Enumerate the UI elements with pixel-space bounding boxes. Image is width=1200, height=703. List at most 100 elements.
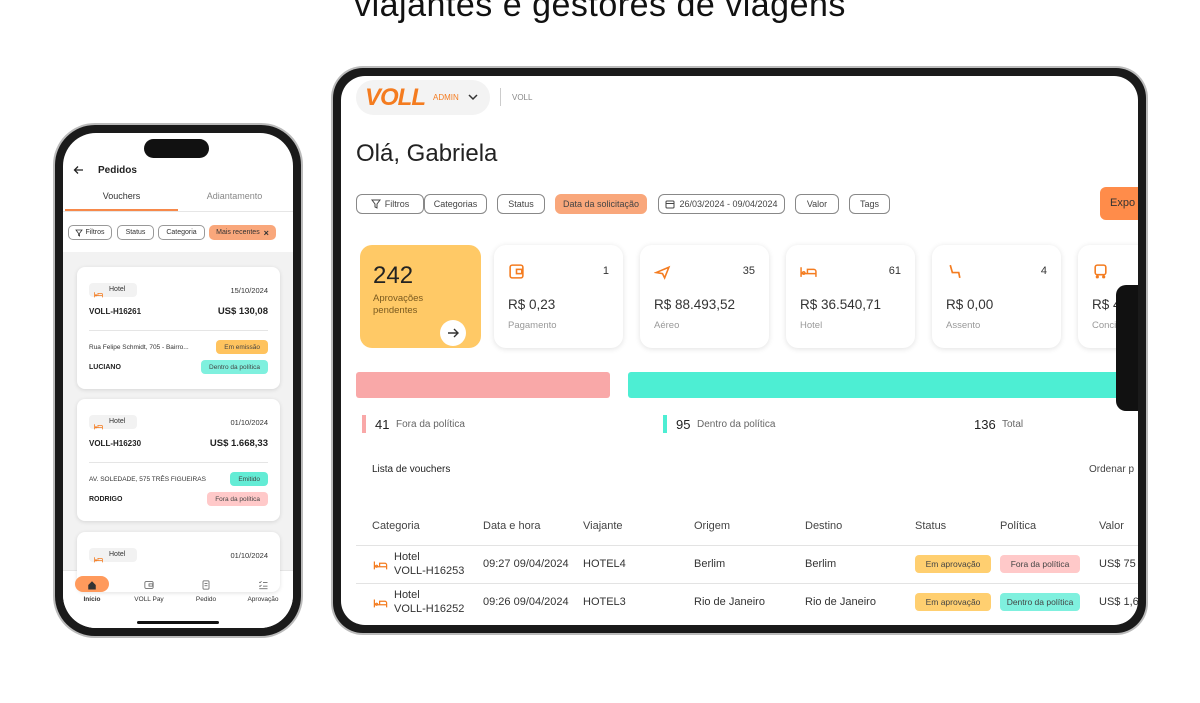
divider [356,583,1138,584]
voucher-code: VOLL-H16230 [89,439,142,448]
voucher-card[interactable]: Hotel 01/10/2024 [77,532,280,592]
greeting: Olá, Gabriela [356,140,498,167]
date: 15/10/2024 [230,286,268,295]
voucher-card[interactable]: Hotel 01/10/2024 VOLL-H16230 US$ 1.668,33 AV… [77,399,280,521]
tab[interactable]: Vouchers [102,191,141,201]
role: ADMIN [433,93,459,102]
filter-label: Status [508,199,534,209]
nav-label: Pedido [195,596,217,603]
cell-origin: Rio de Janeiro [694,596,765,608]
status-pill: Emitido [230,472,268,486]
company: VOLL [512,93,533,102]
address: Rua Felipe Schmidt, 705 - Bairro... [89,344,189,351]
cell-traveler: HOTEL4 [583,558,626,570]
legend-count: 136 [974,417,996,432]
hotel-icon [94,418,103,430]
filter-chip[interactable]: Valor [795,194,839,214]
stat-amount: R$ 36.540,71 [800,297,882,312]
column-header[interactable]: Origem [694,520,731,532]
nav-item[interactable]: Pedido [178,574,234,604]
approvals-button[interactable] [440,320,466,346]
column-header[interactable]: Valor [1099,520,1124,532]
headline: viajantes e gestores de viagens [354,0,846,24]
column-header[interactable]: Data e hora [483,520,541,532]
policy-pill: Dentro da política [1000,593,1080,611]
nav-item[interactable]: Início [64,574,120,604]
column-header[interactable]: Viajante [583,520,623,532]
filter-chip[interactable]: Filtros [68,225,112,240]
column-header[interactable]: Política [1000,520,1037,532]
legend-marker [362,415,366,433]
phone-screen: Pedidos Vouchers Adiantamento Filtros St… [63,133,293,628]
policy-pill: Dentro da política [201,360,268,374]
tablet-screen: VOLL ADMIN VOLL Olá, Gabriela Expo 242 A… [341,76,1138,625]
voucher-card[interactable]: Hotel 15/10/2024 VOLL-H16261 US$ 130,08 Rua … [77,267,280,389]
stat-card[interactable]: 1 R$ 0,23 Pagamento [494,245,623,348]
column-header[interactable]: Destino [805,520,843,532]
cell-value: US$ 1,6 [1099,596,1138,608]
filter-chip[interactable]: Tags [849,194,890,214]
column-header[interactable]: Status [915,520,947,532]
stat-icon [946,263,963,280]
filter-chip[interactable]: 26/03/2024 - 09/04/2024 [658,194,785,214]
stat-card[interactable]: 4 R$ 0,00 Assento [932,245,1061,348]
policy-bar [628,372,1138,398]
filter-chip[interactable]: Mais recentes × [209,225,276,240]
voucher-code: VOLL-H16252 [394,603,465,615]
cell-destination: Rio de Janeiro [805,596,876,608]
list-title: Lista de vouchers [372,464,451,475]
category: Hotel [109,286,126,293]
filter-label: Categorias [433,199,478,209]
legend-label: Total [1002,419,1024,430]
filter-label: Filtros [384,199,410,209]
nav-label: VOLL Pay [134,596,164,603]
filter-chip[interactable]: Status [497,194,545,214]
status-pill: Em emissão [216,340,268,354]
row-category[interactable]: Hotel VOLL-H16252 [394,588,464,616]
stat-label: Pagamento [508,320,557,331]
voucher-code: VOLL-H16253 [394,565,465,577]
nav-icon [200,578,212,590]
stat-label: Aéreo [654,320,680,331]
stat-icon [800,263,817,280]
nav-label: Início [83,596,101,603]
tab[interactable]: Adiantamento [206,191,263,201]
filter-label: 26/03/2024 - 09/04/2024 [679,199,778,209]
address: AV. SOLEDADE, 575 TRÊS FIGUEIRAS [89,476,206,483]
divider [63,211,293,212]
cell-datetime: 09:27 09/04/2024 [483,558,569,570]
filter-chip[interactable]: Categoria [158,225,205,240]
cell-value: US$ 75 [1099,558,1136,570]
export-button[interactable]: Expo [1100,187,1138,220]
stat-label: Conci [1092,320,1117,331]
back-arrow[interactable] [73,164,85,176]
stat-icon [1092,263,1109,280]
stat-card[interactable]: 35 R$ 88.493,52 Aéreo [640,245,769,348]
phone: Pedidos Vouchers Adiantamento Filtros St… [55,125,301,636]
nav-item[interactable]: VOLL Pay [121,574,177,604]
filter-chip[interactable]: Status [117,225,154,240]
filter-label: Filtros [85,229,105,236]
filter-label: Tags [859,199,879,209]
nav-icon [86,578,98,590]
category: Hotel [109,551,126,558]
stat-count: 1 [602,265,609,277]
stat-count: 4 [1040,265,1047,277]
cell-origin: Berlim [694,558,726,570]
filter-chip[interactable]: Data da solicitação [555,194,647,214]
sort[interactable]: Ordenar p [1089,464,1135,475]
traveler: RODRIGO [89,496,123,503]
home-indicator [137,621,219,624]
legend-label: Dentro da política [697,419,776,430]
nav-item[interactable]: Aprovação [235,574,291,604]
filter-chip[interactable]: Categorias [424,194,487,214]
category-chip: Hotel [89,415,137,430]
row-category[interactable]: Hotel VOLL-H16253 [394,550,464,578]
stat-card[interactable]: 61 R$ 36.540,71 Hotel [786,245,915,348]
amount: US$ 130,08 [217,306,268,317]
filter-chip[interactable]: Filtros [356,194,424,214]
chevron [468,94,478,101]
column-header[interactable]: Categoria [372,520,420,532]
legend-count: 95 [676,417,691,432]
logo-pill[interactable] [356,80,490,115]
